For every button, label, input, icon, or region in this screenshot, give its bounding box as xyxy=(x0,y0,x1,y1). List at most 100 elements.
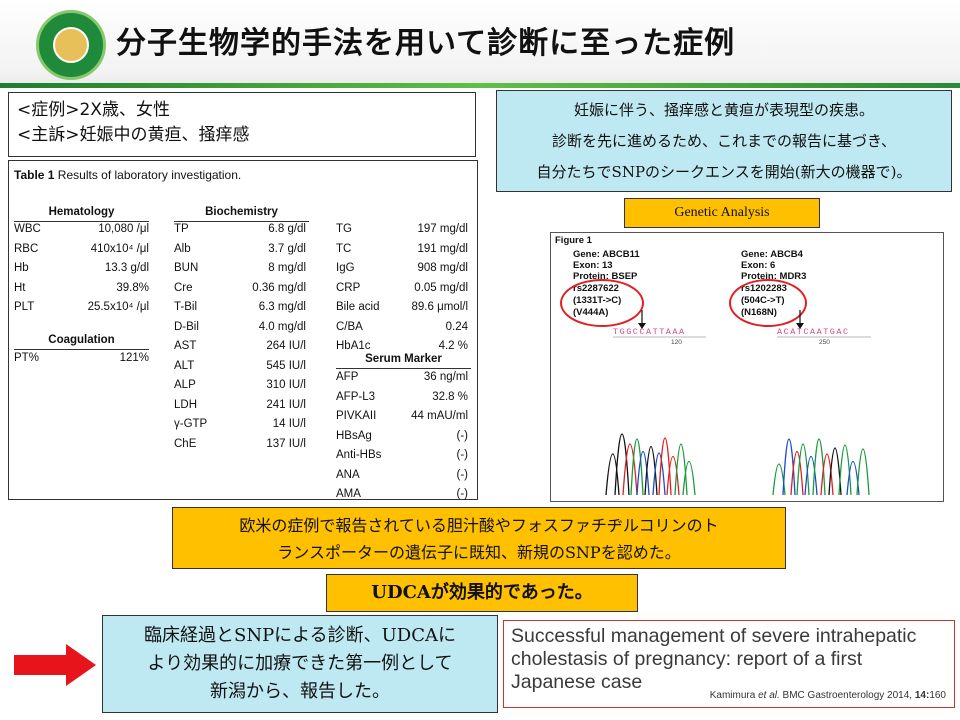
row-label: ALP xyxy=(174,379,196,391)
row-label: AFP xyxy=(336,371,359,383)
complaint-line: <主訴>妊娠中の黄疸、掻痒感 xyxy=(17,125,250,145)
row-value: 137 IU/l xyxy=(266,437,306,450)
table-row: Anti-HBs (-) xyxy=(336,449,468,465)
row-value: 410x10⁴ /μl xyxy=(90,242,149,255)
left-peaks xyxy=(605,433,696,496)
row-value: 191 mg/dl xyxy=(417,242,468,255)
table-row: BUN 8 mg/dl xyxy=(174,262,306,278)
divider xyxy=(336,368,471,369)
table-row: ALT 545 IU/l xyxy=(174,360,306,376)
table-row: PLT 25.5x10⁴ /μl xyxy=(14,301,149,317)
snp-finding-box: 欧米の症例で報告されている胆汁酸やフォスファチヂルコリンのト ランスポーターの遺… xyxy=(172,507,786,569)
row-label: γ-GTP xyxy=(174,418,208,430)
row-value: 197 mg/dl xyxy=(417,223,468,235)
right-sequence: ACATCAATGAC xyxy=(777,327,850,337)
table-row: WBC 10,080 /μl xyxy=(14,223,149,239)
row-value: 14 IU/l xyxy=(272,418,306,430)
right-exon: Exon: 6 xyxy=(741,260,776,271)
row-value: 10,080 /μl xyxy=(98,223,149,235)
row-label: ALT xyxy=(174,359,195,372)
biochemistry-title: Biochemistry xyxy=(205,206,278,218)
row-label: PT% xyxy=(14,352,39,364)
table-row: D-Bil 4.0 mg/dl xyxy=(174,321,306,337)
row-value: 13.3 g/dl xyxy=(104,262,149,274)
divider xyxy=(174,221,309,222)
row-label: Cre xyxy=(174,281,193,294)
sequencing-figure: Figure 1 Gene: ABCB11 Exon: 13 Protein: … xyxy=(550,232,944,502)
row-value: 310 IU/l xyxy=(266,379,306,391)
table-row: T-Bil 6.3 mg/dl xyxy=(174,301,306,317)
table-row: IgG 908 mg/dl xyxy=(336,262,468,278)
genetic-analysis-label: Genetic Analysis xyxy=(624,198,820,228)
row-value: 121% xyxy=(119,352,149,364)
table-row: Hb 13.3 g/dl xyxy=(14,262,149,278)
row-value: 39.8% xyxy=(116,281,149,294)
table-row: Ht 39.8% xyxy=(14,282,149,298)
row-value: 0.05 mg/dl xyxy=(414,281,468,294)
figure-label: Figure 1 xyxy=(555,235,592,246)
right-gene: Gene: ABCB4 xyxy=(741,249,803,260)
paper-reference: Successful management of severe intrahep… xyxy=(503,620,955,708)
table-row: LDH 241 IU/l xyxy=(174,399,306,415)
row-label: HbA1c xyxy=(336,340,371,352)
table-row: TG 197 mg/dl xyxy=(336,223,468,239)
table-row: HBsAg (-) xyxy=(336,430,468,446)
row-label: Hb xyxy=(14,262,29,274)
row-label: TG xyxy=(336,223,352,235)
table-row: AFP 36 ng/ml xyxy=(336,371,468,387)
row-label: ChE xyxy=(174,437,197,450)
table-row: AMA (-) xyxy=(336,488,468,504)
right-position: 250 xyxy=(819,339,830,346)
right-peaks xyxy=(772,438,870,496)
row-label: PLT xyxy=(14,301,35,313)
row-value: 44 mAU/ml xyxy=(411,410,468,422)
row-value: (-) xyxy=(456,449,469,461)
table-row: RBC 410x10⁴ /μl xyxy=(14,243,149,259)
left-sequence: TGGCCATTAAA xyxy=(613,327,686,337)
finding-line: 欧米の症例で報告されている胆汁酸やフォスファチヂルコリンのト xyxy=(239,516,719,535)
row-label: Anti-HBs xyxy=(336,449,382,461)
clinical-line: 新潟から、報告した。 xyxy=(210,681,390,702)
row-value: 32.8 % xyxy=(432,390,468,403)
row-value: 0.24 xyxy=(445,320,468,333)
row-label: BUN xyxy=(174,262,199,274)
row-label: Bile acid xyxy=(336,301,380,313)
divider xyxy=(14,349,149,350)
row-value: 4.2 % xyxy=(438,340,468,352)
table-row: AFP-L3 32.8 % xyxy=(336,391,468,407)
highlight-oval xyxy=(560,279,644,327)
table-row: TC 191 mg/dl xyxy=(336,243,468,259)
arrow-down-icon xyxy=(638,310,646,329)
row-value: 545 IU/l xyxy=(266,359,306,372)
table-caption: Table 1 Results of laboratory investigat… xyxy=(14,168,242,182)
udca-effective-box: UDCAが効果的であった。 xyxy=(326,574,638,612)
row-label: RBC xyxy=(14,242,39,255)
row-label: AST xyxy=(174,340,197,352)
row-value: 4.0 mg/dl xyxy=(258,320,306,333)
table-row: CRP 0.05 mg/dl xyxy=(336,282,468,298)
table-row: Alb 3.7 g/dl xyxy=(174,243,306,259)
row-value: (-) xyxy=(456,429,469,442)
row-value: 6.3 mg/dl xyxy=(258,301,306,313)
case-summary-box: <症例>2X歳、女性 <主訴>妊娠中の黄疸、掻痒感 xyxy=(8,92,476,157)
table-row: ANA (-) xyxy=(336,469,468,485)
row-value: 6.8 g/dl xyxy=(268,223,306,235)
table-row: TP 6.8 g/dl xyxy=(174,223,306,239)
lab-results-table: Table 1 Results of laboratory investigat… xyxy=(8,160,478,500)
row-value: 36 ng/ml xyxy=(423,371,468,383)
seal-center xyxy=(53,27,89,63)
table-row: ALP 310 IU/l xyxy=(174,379,306,395)
row-label: IgG xyxy=(336,262,355,274)
row-label: Alb xyxy=(174,242,191,255)
right-protein: Protein: MDR3 xyxy=(741,271,807,282)
arrow-right-icon xyxy=(14,644,96,686)
university-seal-icon xyxy=(36,10,106,80)
slide-title: 分子生物学的手法を用いて診断に至った症例 xyxy=(116,26,736,61)
row-label: TP xyxy=(174,223,189,235)
info-line: 診断を先に進めるため、これまでの報告に基づき、 xyxy=(552,132,896,150)
row-label: Ht xyxy=(14,281,26,294)
row-value: (-) xyxy=(456,468,469,481)
serum-marker-title: Serum Marker xyxy=(365,353,442,365)
paper-title: Successful management of severe intrahep… xyxy=(511,625,917,693)
table-row: PT% 121% xyxy=(14,352,149,368)
